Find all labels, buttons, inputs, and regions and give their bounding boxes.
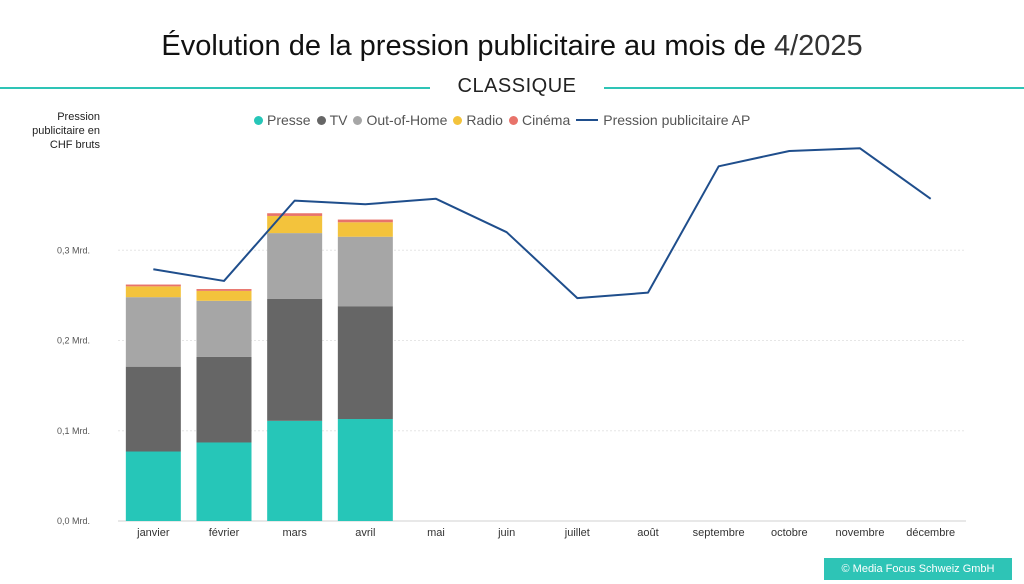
y-tick-label: 0,3 Mrd.: [57, 245, 90, 255]
x-tick-label: mai: [427, 527, 445, 539]
legend-item-out-of-home: Out-of-Home: [353, 112, 447, 128]
x-tick-label: avril: [355, 527, 375, 539]
header-rule-left: [0, 87, 430, 89]
bar-radio-mars: [267, 215, 323, 234]
bar-tv-fevrier: [196, 356, 252, 443]
x-tick-label: octobre: [771, 527, 808, 539]
x-tick-label: juillet: [564, 527, 590, 539]
legend-swatch-out-of-home: [353, 115, 363, 125]
bar-layer: [125, 213, 393, 521]
legend-swatch-radio: [453, 115, 463, 125]
legend-label-tv: TV: [329, 112, 348, 128]
legend-item-presse: Presse: [254, 112, 311, 128]
x-tick-label: septembre: [693, 527, 745, 539]
x-tick-label: novembre: [836, 527, 885, 539]
y-tick-label: 0,0 Mrd.: [57, 516, 90, 526]
title-month: 4/2025: [773, 30, 863, 62]
legend-swatch-tv: [316, 115, 326, 125]
legend-label-pression-ap: Pression publicitaire AP: [603, 112, 751, 128]
x-tick-label: décembre: [906, 527, 955, 539]
title-prefix: Évolution de la pression publicitaire au…: [161, 30, 774, 62]
bar-cinema-janvier: [125, 284, 181, 287]
legend-label-radio: Radio: [466, 112, 503, 128]
bar-out-of-home-avril: [337, 236, 393, 307]
bar-radio-fevrier: [196, 290, 252, 301]
bar-cinema-fevrier: [196, 289, 252, 291]
legend-label-presse: Presse: [267, 112, 311, 128]
credit-badge: © Media Focus Schweiz GmbH: [824, 558, 1012, 580]
bar-tv-avril: [337, 306, 393, 420]
legend-swatch-cinema: [508, 115, 518, 125]
bar-presse-janvier: [125, 451, 181, 521]
legend-item-cinema: Cinéma: [508, 112, 571, 128]
x-tick-label: janvier: [136, 527, 170, 539]
legend-label-out-of-home: Out-of-Home: [366, 112, 448, 128]
legend-swatch-presse: [254, 115, 263, 125]
header-rule-right: [604, 87, 1024, 89]
bar-tv-janvier: [125, 366, 181, 452]
legend-label-cinema: Cinéma: [521, 112, 571, 128]
legend-item-tv: TV: [316, 112, 348, 128]
bar-presse-mars: [267, 420, 323, 521]
legend-swatch-pression-ap: [576, 119, 599, 121]
legend-item-radio: Radio: [453, 112, 503, 128]
x-tick-label: août: [637, 527, 658, 539]
line-layer: [153, 147, 932, 300]
bar-tv-mars: [267, 298, 323, 421]
x-tick-label: juin: [497, 527, 515, 539]
bar-out-of-home-fevrier: [196, 300, 252, 357]
bar-out-of-home-mars: [267, 233, 323, 299]
bar-presse-avril: [337, 419, 393, 521]
bar-cinema-mars: [267, 213, 323, 216]
chart-legend: Presse TV Out-of-Home Radio Cinéma Press…: [254, 112, 756, 128]
bar-presse-fevrier: [196, 442, 252, 521]
label-layer: 0,0 Mrd. 0,1 Mrd. 0,2 Mrd. 0,3 Mrd. janvier f…: [57, 245, 955, 539]
bar-cinema-avril: [337, 219, 393, 223]
grid-layer: [118, 249, 966, 522]
x-tick-label: février: [209, 527, 240, 539]
bar-out-of-home-janvier: [125, 297, 181, 367]
bar-radio-avril: [337, 222, 393, 237]
legend-item-pression-ap: Pression publicitaire AP: [576, 112, 750, 128]
chart-subtitle: CLASSIQUE: [457, 75, 577, 97]
y-axis-label: Pression publicitaire en CHF bruts: [32, 111, 100, 151]
y-tick-label: 0,2 Mrd.: [57, 336, 90, 346]
x-tick-label: mars: [282, 527, 307, 539]
y-tick-label: 0,1 Mrd.: [57, 426, 90, 436]
bar-radio-janvier: [125, 286, 181, 298]
line-pression-publicitaire-ap: [153, 147, 932, 300]
chart-title: Évolution de la pression publicitaire au…: [0, 30, 1024, 63]
